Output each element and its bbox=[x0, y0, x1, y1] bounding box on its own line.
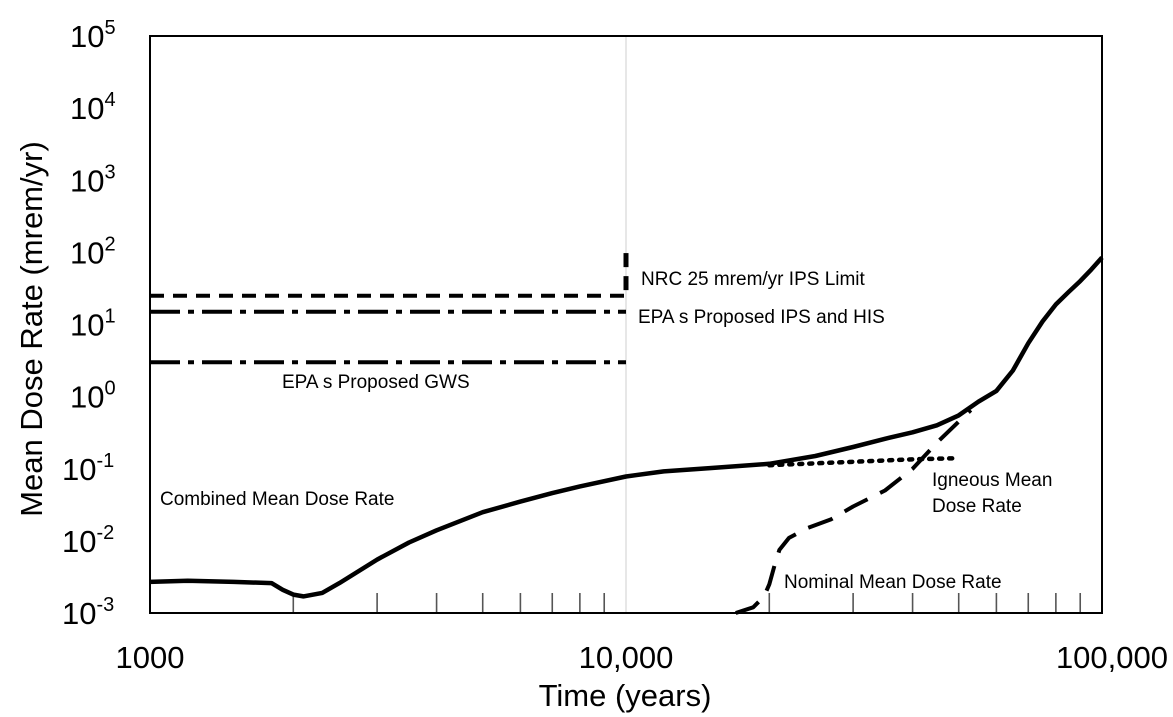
x-tick-label: 10,000 bbox=[579, 640, 674, 675]
plot-frame bbox=[149, 35, 1103, 614]
annotation-nrc-limit: NRC 25 mrem/yr IPS Limit bbox=[641, 269, 866, 290]
y-tick-label: 10-2 bbox=[62, 522, 114, 559]
y-tick-label: 105 bbox=[70, 17, 116, 54]
y-tick-label: 10-1 bbox=[62, 450, 114, 487]
y-axis-title: Mean Dose Rate (mrem/yr) bbox=[14, 141, 49, 517]
series-line bbox=[149, 256, 1104, 599]
annotation-nominal: Nominal Mean Dose Rate bbox=[784, 572, 1002, 593]
annotation-combined: Combined Mean Dose Rate bbox=[160, 489, 394, 510]
y-tick-label: 102 bbox=[70, 233, 116, 270]
x-tick-label: 100,000 bbox=[1056, 640, 1168, 675]
y-tick-label: 104 bbox=[70, 89, 116, 126]
series-layer bbox=[149, 256, 1104, 615]
x-tick-labels: 1000 10,000 100,000 bbox=[116, 640, 1168, 675]
annotation-epa-ips-his: EPA s Proposed IPS and HIS bbox=[638, 307, 885, 328]
annotation-igneous-line2: Dose Rate bbox=[932, 496, 1022, 517]
minor-tick-layer bbox=[292, 593, 1082, 613]
x-tick-label: 1000 bbox=[116, 640, 185, 675]
y-tick-label: 103 bbox=[70, 161, 116, 198]
y-tick-label: 100 bbox=[70, 378, 116, 415]
y-tick-label: 10-3 bbox=[62, 594, 114, 631]
annotation-igneous-line1: Igneous Mean bbox=[932, 470, 1052, 491]
x-axis-title: Time (years) bbox=[539, 678, 712, 713]
series-line bbox=[767, 455, 961, 468]
annotation-epa-gws: EPA s Proposed GWS bbox=[282, 372, 470, 393]
y-tick-labels: 10-3 10-2 10-1 100 101 102 103 104 105 bbox=[62, 17, 116, 631]
series-line bbox=[735, 408, 973, 615]
reference-lines-layer bbox=[150, 246, 629, 365]
y-tick-label: 101 bbox=[70, 306, 116, 343]
